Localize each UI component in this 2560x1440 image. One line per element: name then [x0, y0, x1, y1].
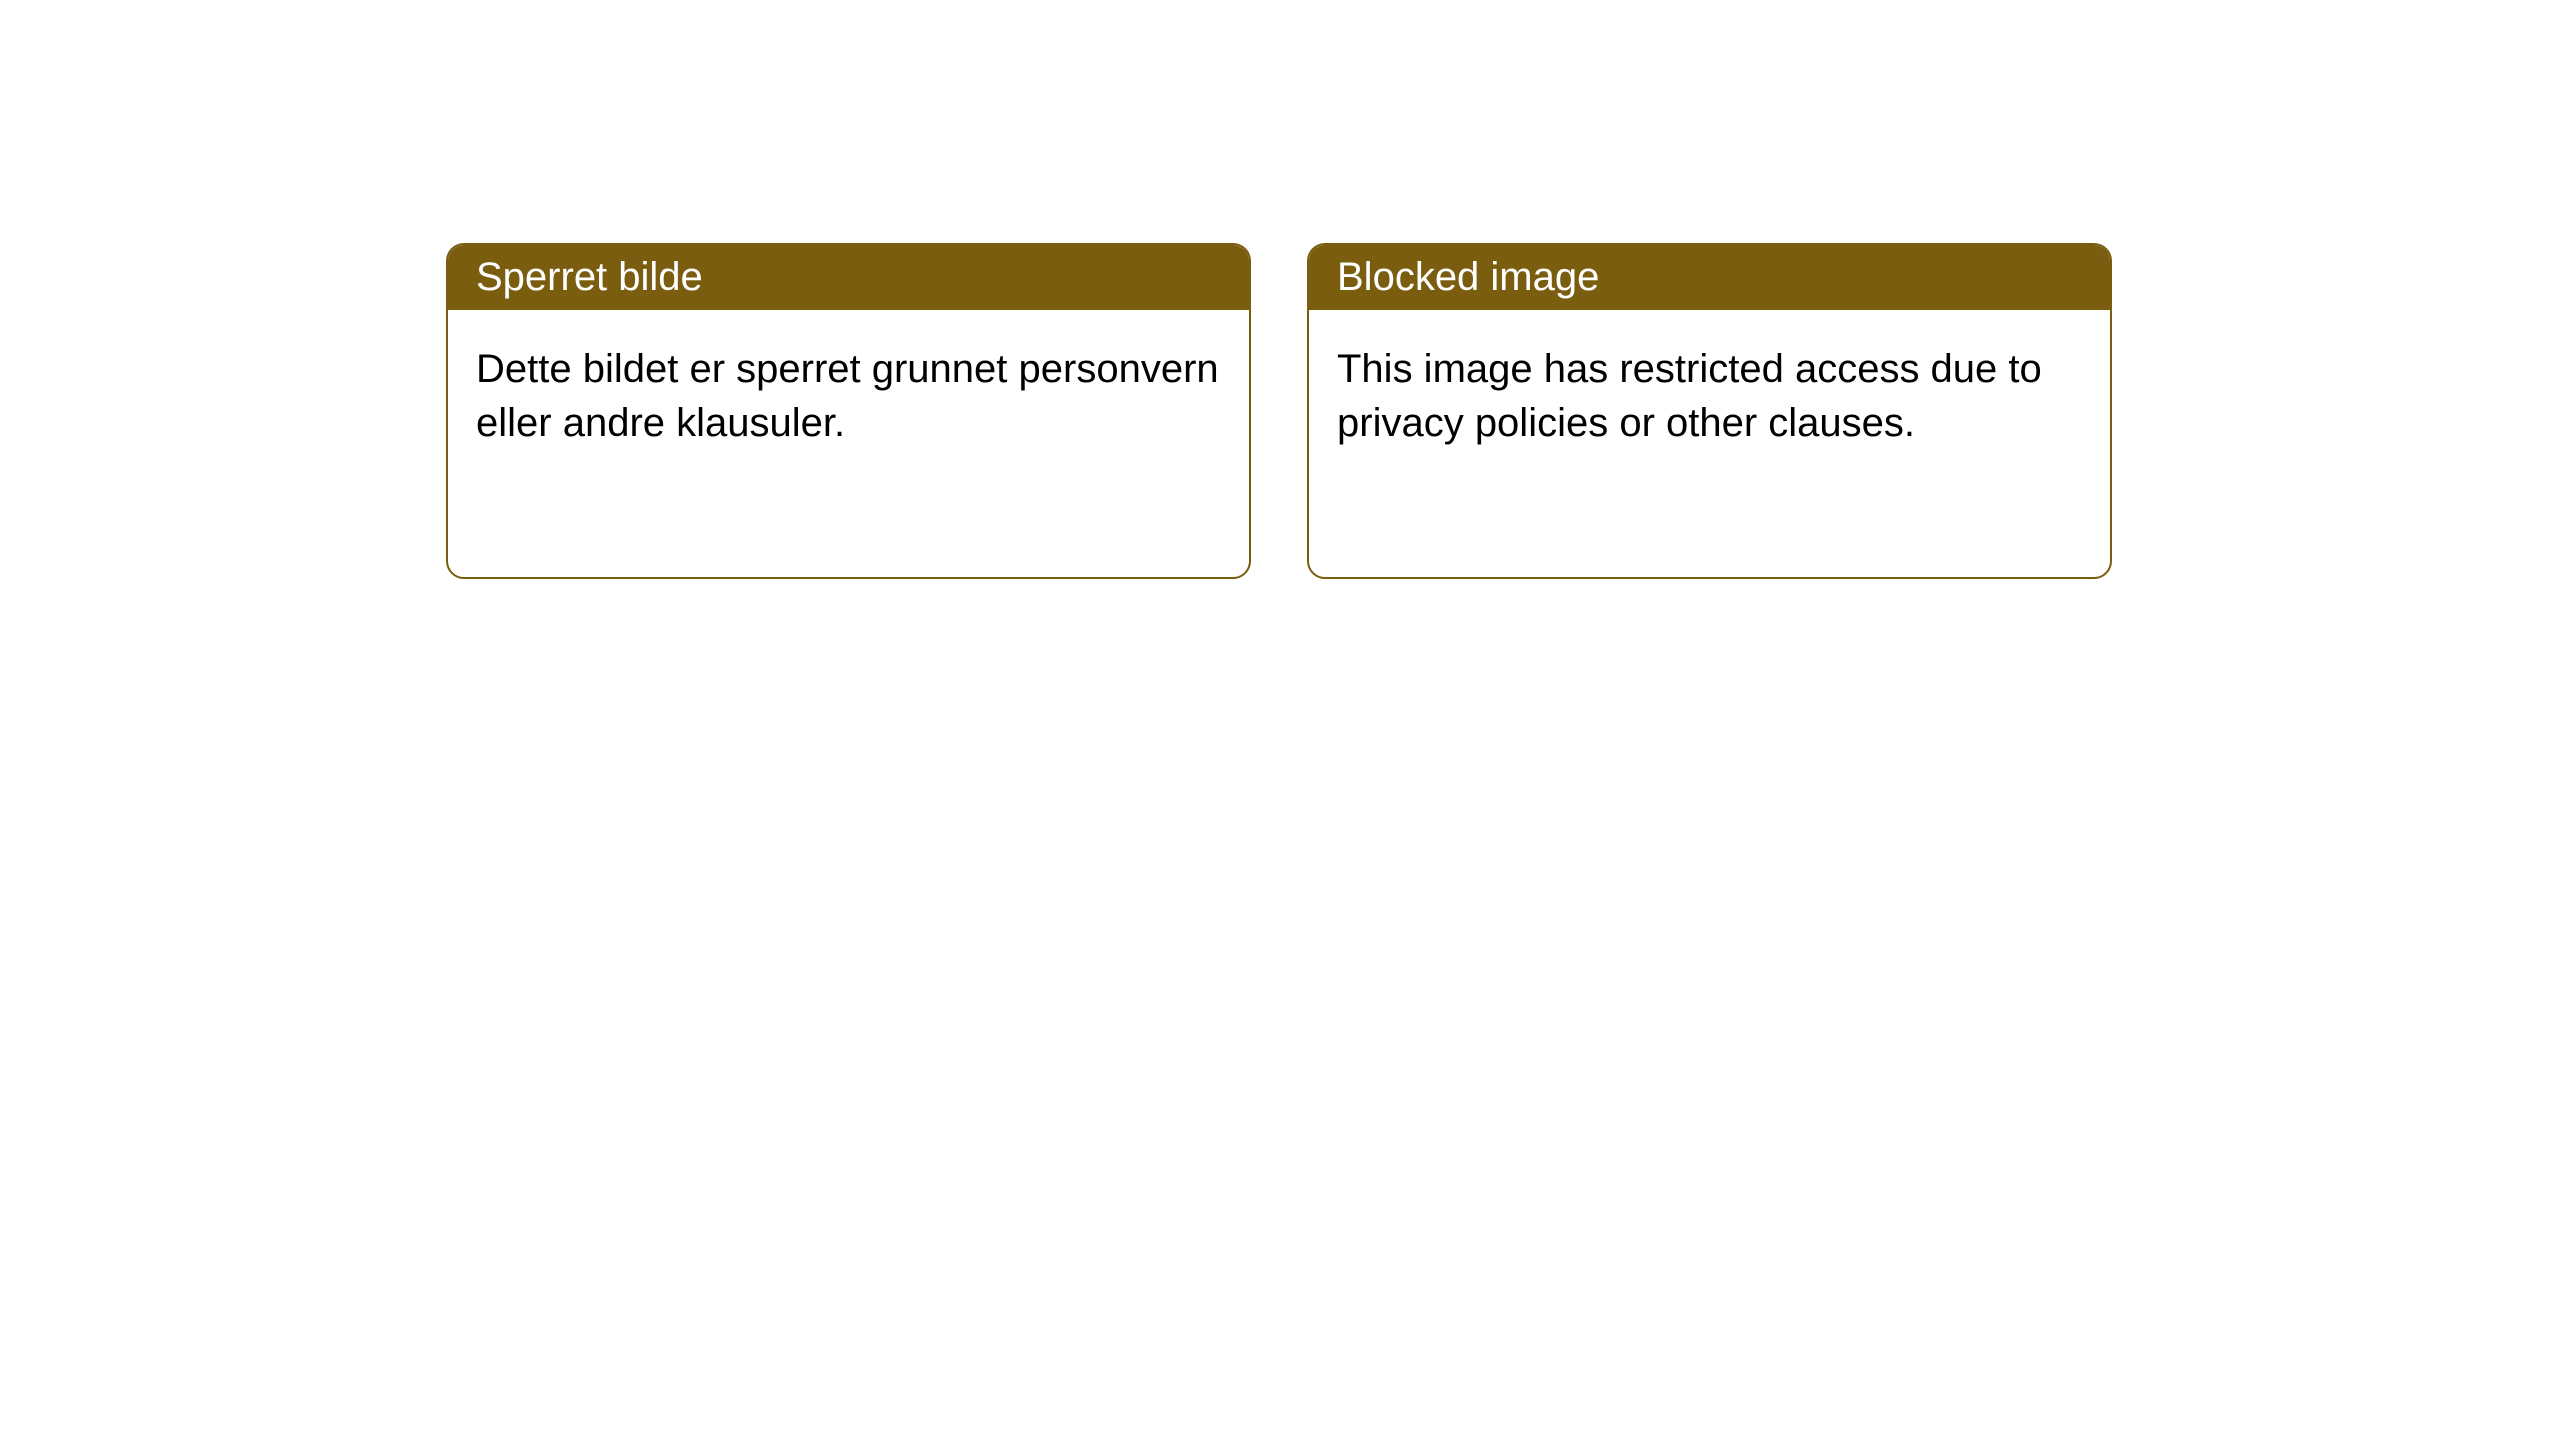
- notice-header: Sperret bilde: [448, 245, 1249, 310]
- notice-body-text: This image has restricted access due to …: [1337, 347, 2042, 445]
- notice-container: Sperret bilde Dette bildet er sperret gr…: [0, 0, 2560, 579]
- notice-box-norwegian: Sperret bilde Dette bildet er sperret gr…: [446, 243, 1251, 579]
- notice-body: This image has restricted access due to …: [1309, 310, 2110, 482]
- notice-title: Sperret bilde: [476, 255, 703, 299]
- notice-body-text: Dette bildet er sperret grunnet personve…: [476, 347, 1219, 445]
- notice-title: Blocked image: [1337, 255, 1599, 299]
- notice-header: Blocked image: [1309, 245, 2110, 310]
- notice-box-english: Blocked image This image has restricted …: [1307, 243, 2112, 579]
- notice-body: Dette bildet er sperret grunnet personve…: [448, 310, 1249, 482]
